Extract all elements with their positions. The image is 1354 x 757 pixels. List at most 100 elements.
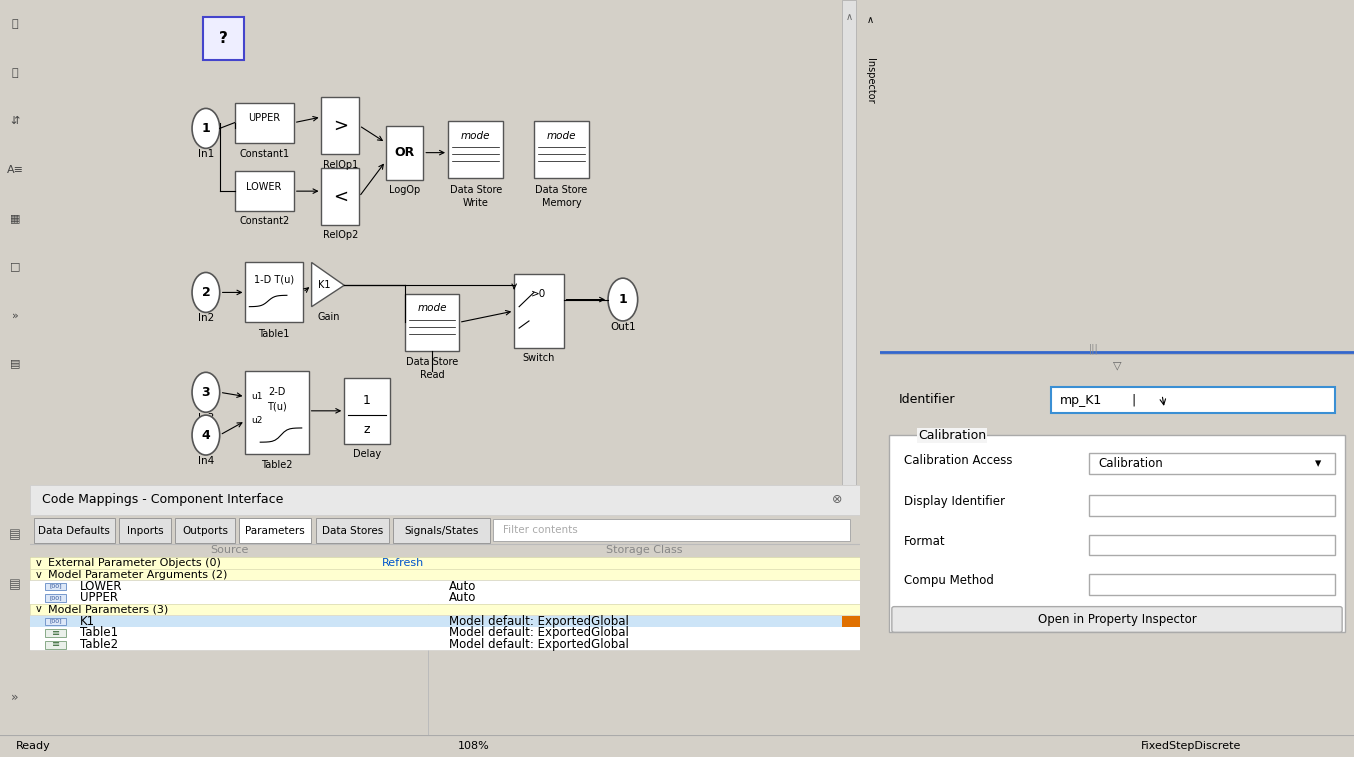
Text: Display Identifier: Display Identifier <box>903 495 1005 509</box>
Text: »: » <box>11 691 19 704</box>
Text: Calibration Access: Calibration Access <box>903 454 1013 467</box>
Text: In1: In1 <box>198 149 214 159</box>
FancyBboxPatch shape <box>533 121 589 179</box>
Text: 2: 2 <box>202 286 210 299</box>
Text: Storage Class: Storage Class <box>607 545 682 555</box>
Text: >0: >0 <box>531 289 547 299</box>
FancyBboxPatch shape <box>245 371 309 453</box>
FancyBboxPatch shape <box>317 518 389 543</box>
Text: Calibration: Calibration <box>918 429 986 442</box>
Text: ⇵: ⇵ <box>11 117 20 126</box>
Circle shape <box>192 273 219 313</box>
FancyBboxPatch shape <box>30 485 860 515</box>
FancyBboxPatch shape <box>1051 388 1335 413</box>
Text: LogOp: LogOp <box>389 185 420 195</box>
Text: Model Parameter Arguments (2): Model Parameter Arguments (2) <box>49 569 227 580</box>
Text: 2-D: 2-D <box>268 388 286 397</box>
Text: u2: u2 <box>252 416 263 425</box>
Text: Data Store: Data Store <box>535 185 588 195</box>
Text: Format: Format <box>903 535 945 548</box>
FancyBboxPatch shape <box>393 518 490 543</box>
FancyBboxPatch shape <box>30 639 860 650</box>
Text: Delay: Delay <box>353 449 380 459</box>
FancyBboxPatch shape <box>405 294 459 351</box>
Circle shape <box>192 415 219 455</box>
Text: 3: 3 <box>202 386 210 399</box>
Circle shape <box>608 278 638 321</box>
Text: A≡: A≡ <box>7 165 23 175</box>
FancyBboxPatch shape <box>203 17 245 60</box>
Text: |||: ||| <box>1089 344 1098 354</box>
Text: Data Defaults: Data Defaults <box>38 525 110 535</box>
Text: T(u): T(u) <box>267 401 287 412</box>
Text: Compu Method: Compu Method <box>903 575 994 587</box>
Text: ▤: ▤ <box>9 359 20 369</box>
Text: Constant2: Constant2 <box>240 216 290 226</box>
FancyBboxPatch shape <box>892 606 1342 632</box>
Text: Memory: Memory <box>542 198 581 207</box>
FancyBboxPatch shape <box>1089 495 1335 516</box>
Text: ▤: ▤ <box>9 528 20 541</box>
Text: ▽: ▽ <box>1113 360 1121 371</box>
Text: mode: mode <box>547 130 577 141</box>
Text: mode: mode <box>460 130 490 141</box>
FancyBboxPatch shape <box>890 435 1345 632</box>
Text: Model default: ExportedGlobal: Model default: ExportedGlobal <box>450 626 630 639</box>
FancyBboxPatch shape <box>1089 575 1335 595</box>
FancyBboxPatch shape <box>30 615 860 627</box>
Text: Table1: Table1 <box>259 329 290 339</box>
Text: [00]: [00] <box>49 618 62 624</box>
Text: Data Store: Data Store <box>450 185 502 195</box>
Text: Out1: Out1 <box>611 322 635 332</box>
Text: Filter contents: Filter contents <box>504 525 578 535</box>
Text: Gain: Gain <box>317 312 340 322</box>
Text: External Parameter Objects (0): External Parameter Objects (0) <box>49 558 221 568</box>
FancyBboxPatch shape <box>45 594 66 602</box>
Text: Refresh: Refresh <box>382 558 424 568</box>
Text: 1: 1 <box>619 293 627 306</box>
Text: Data Store: Data Store <box>406 357 458 367</box>
Circle shape <box>192 372 219 413</box>
Text: <: < <box>333 188 348 206</box>
Text: In4: In4 <box>198 456 214 466</box>
Text: □: □ <box>9 262 20 272</box>
Text: RelOp2: RelOp2 <box>322 230 357 241</box>
Text: Inspector: Inspector <box>865 58 875 104</box>
Text: Calibration: Calibration <box>1098 457 1163 470</box>
FancyBboxPatch shape <box>344 378 390 444</box>
Text: Signals/States: Signals/States <box>403 525 478 535</box>
Text: In3: In3 <box>198 413 214 423</box>
FancyBboxPatch shape <box>240 518 311 543</box>
Text: |: | <box>1131 394 1136 407</box>
Text: ≡: ≡ <box>51 628 60 637</box>
Text: u1: u1 <box>252 392 263 401</box>
FancyBboxPatch shape <box>30 604 860 615</box>
Text: v: v <box>35 605 42 615</box>
Text: LOWER: LOWER <box>246 182 282 192</box>
FancyBboxPatch shape <box>245 263 303 322</box>
Text: LOWER: LOWER <box>80 580 122 593</box>
Text: Write: Write <box>463 198 489 207</box>
FancyBboxPatch shape <box>34 518 115 543</box>
FancyBboxPatch shape <box>119 518 171 543</box>
Text: RelOp1: RelOp1 <box>322 160 357 170</box>
Text: >: > <box>333 117 348 135</box>
Text: ∧: ∧ <box>845 12 853 22</box>
Text: mode: mode <box>417 303 447 313</box>
FancyBboxPatch shape <box>175 518 236 543</box>
Text: »: » <box>12 310 19 320</box>
Text: Table1: Table1 <box>80 626 118 639</box>
Text: 4: 4 <box>202 428 210 441</box>
Text: Read: Read <box>420 370 444 380</box>
Text: OR: OR <box>394 146 414 159</box>
Text: Identifier: Identifier <box>899 393 956 406</box>
Text: Auto: Auto <box>450 591 477 604</box>
Text: Data Stores: Data Stores <box>322 525 383 535</box>
FancyBboxPatch shape <box>30 627 860 638</box>
FancyBboxPatch shape <box>234 171 294 211</box>
FancyBboxPatch shape <box>515 274 563 348</box>
Text: z: z <box>364 423 370 436</box>
FancyBboxPatch shape <box>45 583 66 590</box>
FancyBboxPatch shape <box>1089 453 1335 475</box>
Text: Model Parameters (3): Model Parameters (3) <box>49 605 168 615</box>
